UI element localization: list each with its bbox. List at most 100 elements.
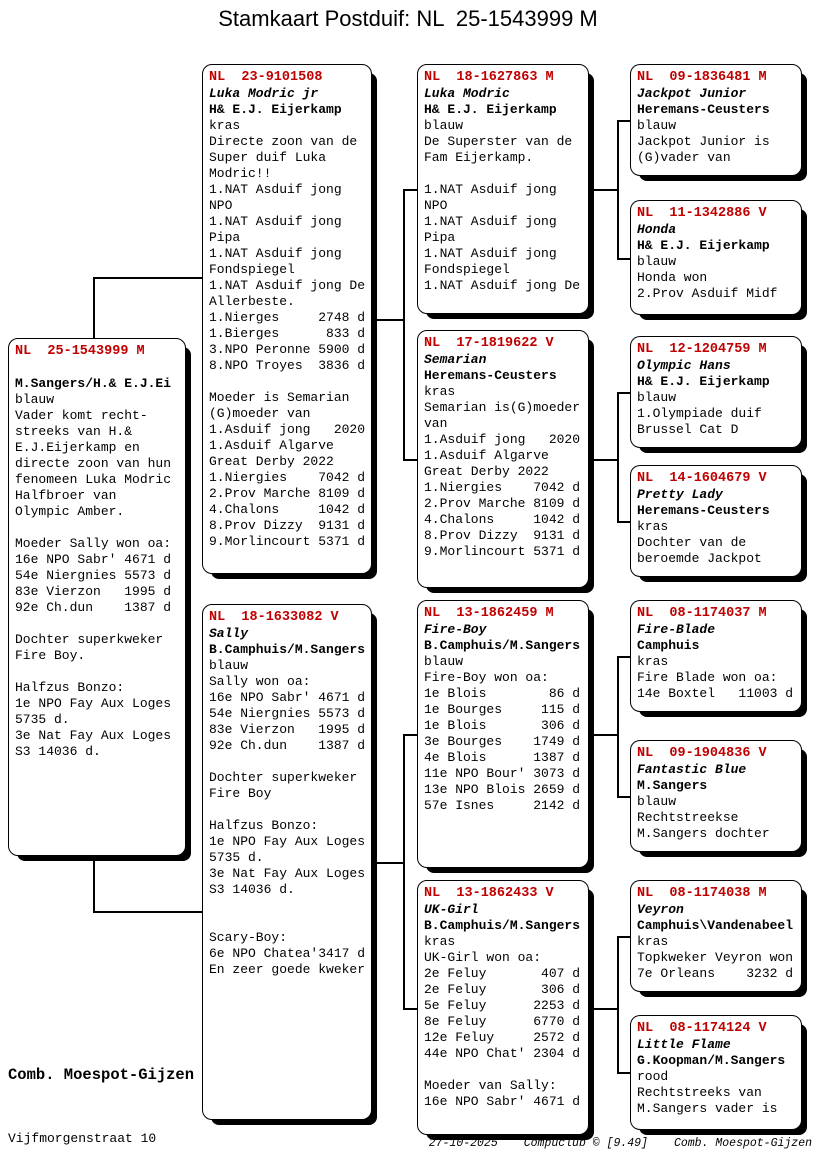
info-line: 1.Asduif jong 2020	[209, 422, 366, 437]
connector-line	[617, 936, 630, 938]
pigeon-name: Pretty Lady	[637, 487, 723, 502]
pedigree-box-subject: NL 25-1543999 M M.Sangers/H.& E.J.Ei blau…	[8, 338, 186, 856]
info-line: 4e Blois 1387 d	[424, 750, 581, 765]
pigeon-name: Luka Modric	[424, 86, 510, 101]
info-line: De Superster van de	[424, 134, 573, 149]
pigeon-name: Little Flame	[637, 1037, 731, 1052]
connector-line	[617, 936, 619, 1072]
info-line: 3e Nat Fay Aux Loges	[15, 728, 172, 743]
info-line: Fondspiegel	[424, 262, 510, 277]
pedigree-box-mmf: NL 08-1174038 M Veyron Camphuis\Vandenabee…	[630, 880, 802, 992]
info-line: 2.Prov Marche 8109 d	[424, 496, 581, 511]
info-line: 12e Feluy 2572 d	[424, 1030, 581, 1045]
info-line: blauw	[424, 118, 464, 133]
pigeon-name: Fire-Blade	[637, 622, 716, 637]
pedigree-box-mm: NL 13-1862433 V UK-Girl B.Camphuis/M.Sange…	[417, 880, 589, 1135]
info-line: 13e NPO Blois 2659 d	[424, 782, 581, 797]
breeder-name: B.Camphuis/M.Sangers	[424, 918, 581, 933]
info-line: S3 14036 d.	[209, 882, 295, 897]
connector-line	[617, 392, 619, 521]
info-line: 1e Blois 306 d	[424, 718, 581, 733]
info-line: 1.Nierges 2748 d	[209, 310, 366, 325]
pigeon-name: Semarian	[424, 352, 487, 367]
pigeon-name: Fantastic Blue	[637, 762, 747, 777]
info-line: Dochter superkweker	[209, 770, 358, 785]
info-line: Jackpot Junior is	[637, 134, 770, 149]
info-line: directe zoon van hun	[15, 456, 172, 471]
info-line: 1.NAT Asduif jong	[424, 182, 557, 197]
info-line: blauw	[209, 658, 249, 673]
breeder-name: H& E.J. Eijerkamp	[209, 102, 342, 117]
info-line	[209, 914, 367, 930]
info-line: 1.Olympiade duif	[637, 406, 762, 421]
info-line: kras	[209, 118, 241, 133]
info-line: 16e NPO Sabr' 4671 d	[424, 1094, 581, 1109]
pedigree-box-fmm: NL 14-1604679 V Pretty Lady Heremans-Ceust…	[630, 465, 802, 577]
ring-number: NL 13-1862433 V	[424, 886, 554, 901]
pigeon-name: UK-Girl	[424, 902, 479, 917]
info-line: kras	[637, 934, 669, 949]
info-line: Dochter superkweker	[15, 632, 164, 647]
info-line: Great Derby 2022	[209, 454, 334, 469]
info-line: Halfzus Bonzo:	[209, 818, 319, 833]
ring-number: NL 18-1633082 V	[209, 610, 339, 625]
ring-number: NL 25-1543999 M	[15, 344, 145, 359]
info-line: streeks van H.&	[15, 424, 133, 439]
info-line: 2.Prov Marche 8109 d	[209, 486, 366, 501]
info-line	[209, 754, 367, 770]
info-line: Rechtstreekse	[637, 810, 739, 825]
ring-number: NL 14-1604679 V	[637, 471, 767, 486]
info-line	[15, 616, 181, 632]
info-line: 11e NPO Bour' 3073 d	[424, 766, 581, 781]
info-line: Vader komt recht-	[15, 408, 148, 423]
pigeon-name: Fire-Boy	[424, 622, 487, 637]
info-line: Halfzus Bonzo:	[15, 680, 125, 695]
info-line: 5735 d.	[209, 850, 264, 865]
pedigree-box-fmf: NL 12-1204759 M Olympic Hans H& E.J. Eijer…	[630, 336, 802, 448]
info-line: Fire Boy.	[15, 648, 86, 663]
info-line: 83e Vierzon 1995 d	[209, 722, 366, 737]
info-line: 16e NPO Sabr' 4671 d	[209, 690, 366, 705]
info-line: Olympic Amber.	[15, 504, 125, 519]
info-line: Dochter van de	[637, 535, 747, 550]
connector-line	[617, 796, 630, 798]
info-line: Rechtstreeks van	[637, 1085, 762, 1100]
connector-line	[617, 1072, 630, 1074]
breeder-name: Heremans-Ceusters	[637, 102, 770, 117]
info-line: 9.Morlincourt 5371 d	[209, 534, 366, 549]
pigeon-name: Olympic Hans	[637, 358, 731, 373]
pedigree-box-fff: NL 09-1836481 M Jackpot Junior Heremans-Ce…	[630, 64, 802, 176]
info-line: Moeder Sally won oa:	[15, 536, 172, 551]
info-line: M.Sangers vader is	[637, 1101, 778, 1116]
connector-line	[589, 189, 617, 191]
info-line: 92e Ch.dun 1387 d	[209, 738, 366, 753]
connector-line	[617, 656, 619, 796]
info-line: 1.Asduif Algarve	[209, 438, 334, 453]
breeder-name: B.Camphuis/M.Sangers	[209, 642, 366, 657]
info-line: 1.Niergies 7042 d	[424, 480, 581, 495]
info-line: 8.Prov Dizzy 9131 d	[209, 518, 366, 533]
breeder-name: H& E.J. Eijerkamp	[424, 102, 557, 117]
connector-line	[589, 734, 617, 736]
pedigree-box-mff: NL 08-1174037 M Fire-Blade Camphuis kras Fir…	[630, 600, 802, 712]
page-title: Stamkaart Postduif: NL 25-1543999 M	[218, 6, 598, 31]
connector-line	[372, 862, 403, 864]
connector-line	[403, 734, 405, 1008]
info-line: 4.Chalons 1042 d	[424, 512, 581, 527]
breeder-name: Camphuis	[637, 638, 700, 653]
breeder-name: M.Sangers	[637, 778, 708, 793]
info-line: blauw	[637, 254, 677, 269]
info-line: (G)vader van	[637, 150, 731, 165]
info-line: rood	[637, 1069, 669, 1084]
ring-number: NL 23-9101508	[209, 70, 323, 85]
info-line: 5735 d.	[15, 712, 70, 727]
pedigree-box-mfm: NL 09-1904836 V Fantastic Blue M.Sangers bl…	[630, 740, 802, 852]
ring-number: NL 13-1862459 M	[424, 606, 554, 621]
info-line: Fire Blade won oa:	[637, 670, 778, 685]
info-line: 1.Asduif Algarve	[424, 448, 549, 463]
info-line: 9.Morlincourt 5371 d	[424, 544, 581, 559]
info-line: 44e NPO Chat' 2304 d	[424, 1046, 581, 1061]
info-line: 54e Niergnies 5573 d	[15, 568, 172, 583]
info-line: 1.NAT Asduif jong	[209, 214, 342, 229]
